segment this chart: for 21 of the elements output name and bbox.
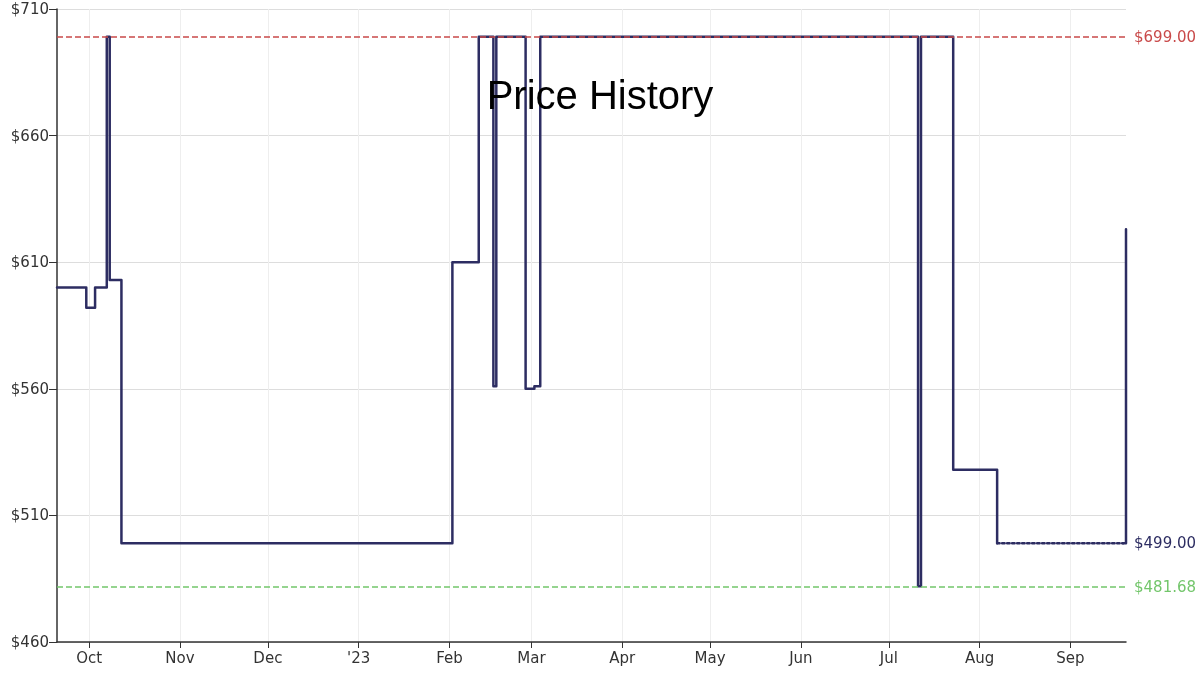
x-tick-label: Aug	[964, 648, 995, 667]
x-tick-label: Jun	[788, 648, 813, 667]
ref-line-label: $481.68	[1134, 578, 1197, 597]
x-tick-label: Jul	[878, 648, 898, 667]
y-tick-label: $460	[10, 633, 49, 651]
y-tick-label: $610	[10, 253, 49, 272]
y-tick-label: $660	[10, 126, 49, 145]
x-tick-label: Mar	[517, 648, 547, 667]
y-tick-label: $510	[10, 506, 49, 525]
x-tick-label: Oct	[76, 648, 103, 667]
x-tick-label: '23	[347, 648, 371, 667]
x-tick-label: Apr	[609, 648, 637, 667]
x-tick-label: Feb	[436, 648, 463, 667]
x-tick-label: Dec	[253, 648, 283, 667]
ref-line-label: $699.00	[1134, 27, 1197, 46]
y-tick-label: $710	[10, 0, 49, 18]
annotation: $499.00	[1134, 534, 1197, 553]
x-tick-label: Sep	[1056, 648, 1085, 667]
y-tick-label: $560	[10, 379, 49, 398]
x-tick-label: Nov	[165, 648, 195, 667]
x-tick-label: May	[694, 648, 726, 667]
